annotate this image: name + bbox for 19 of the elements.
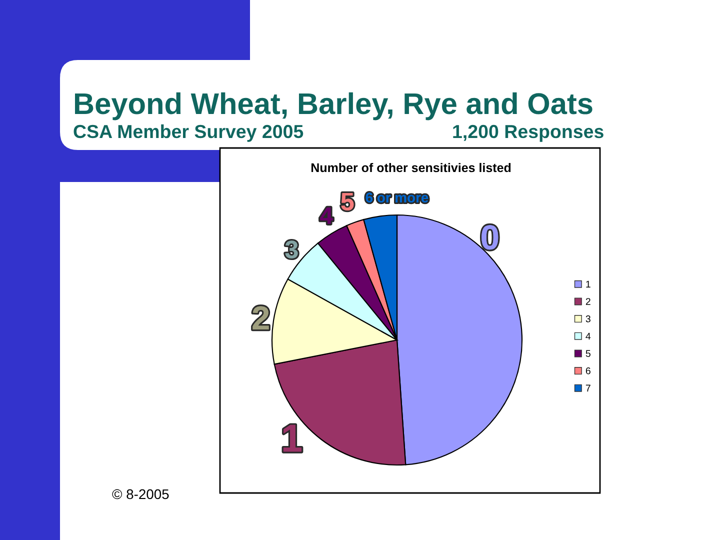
legend-label: 6: [586, 367, 590, 374]
category-label: 2: [252, 306, 269, 330]
chart-title: Beyond Wheat, Barley, Rye and Oats: [74, 92, 592, 120]
legend-label: 5: [586, 350, 590, 357]
legend-label: 1: [586, 280, 590, 288]
text: © 8-2005: [112, 489, 169, 500]
category-label: 4: [320, 208, 333, 224]
slice-label: 5: [341, 193, 354, 210]
text: 6 or more: [366, 192, 428, 202]
text: 1,200 Responses: [453, 124, 604, 142]
legend-label: 7: [586, 384, 590, 392]
category-label: 3: [285, 240, 298, 258]
category-label: 1: [283, 424, 302, 452]
text: 0: [482, 225, 498, 250]
legend-label: 2: [586, 298, 590, 305]
legend-label: 4: [586, 332, 591, 340]
text: Number of other sensitivies listed: [311, 162, 511, 172]
legend-label: 3: [586, 315, 590, 322]
chart-subtitle: CSA Member Survey 2005: [74, 124, 304, 142]
